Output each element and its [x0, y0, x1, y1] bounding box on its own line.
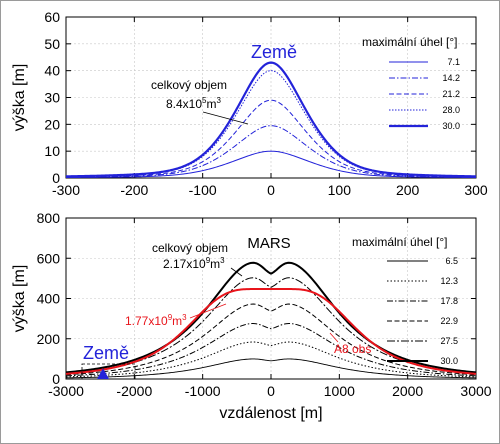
red-annotation-value: 1.77x109m3 [125, 313, 187, 328]
annotation-value: 8.4x105m3 [166, 96, 221, 111]
chart-title: MARS [247, 235, 290, 252]
y-tick-label: 0 [52, 371, 60, 387]
legend-title: maximální úhel [°] [352, 235, 448, 249]
legend-label: 14.2 [442, 73, 460, 83]
annotation-line1: celkový objem [151, 78, 227, 92]
chart-title: Země [251, 42, 297, 62]
legend-label: 12.3 [440, 276, 458, 286]
x-tick-label: 200 [396, 182, 420, 198]
series-lines [65, 61, 477, 179]
red-volume-annotation: 1.77x109m3 [125, 303, 227, 328]
x-tick-label: 300 [464, 182, 488, 198]
earth-inset-box [81, 363, 136, 380]
legend-title: maximální úhel [°] [362, 35, 458, 49]
x-axis-label: vzdálenost [m] [219, 405, 322, 422]
series-line-6-5 [65, 358, 477, 379]
series-line-30-0 [65, 261, 477, 374]
a8-obs-annotation: A8 obs [329, 332, 371, 356]
legend-label: 17.8 [440, 296, 458, 306]
x-tick-labels: -3000 -2000 -1000 0 1000 2000 3000 [48, 383, 492, 399]
earth-label: Země [83, 343, 129, 363]
grid [66, 17, 476, 178]
x-tick-label: -3000 [48, 383, 84, 399]
mars-profile-panel: -3000 -2000 -1000 0 1000 2000 3000 0 200 400 600 8… [11, 210, 492, 422]
x-tick-label: -300 [52, 182, 80, 198]
y-axis-label: výška [m] [11, 265, 28, 333]
x-tick-label: -200 [120, 182, 148, 198]
x-tick-label: 100 [328, 182, 352, 198]
x-tick-label: -1000 [185, 383, 221, 399]
red-annotation-leader [189, 303, 227, 319]
y-tick-label: 20 [44, 116, 60, 132]
tick-marks [65, 217, 477, 380]
y-tick-label: 50 [44, 36, 60, 52]
annotation-line1: celkový objem [152, 241, 228, 255]
legend-label: 6.5 [445, 256, 458, 266]
y-tick-label: 200 [37, 331, 61, 347]
y-tick-label: 0 [52, 170, 60, 186]
y-tick-label: 60 [44, 9, 60, 25]
y-tick-label: 30 [44, 90, 60, 106]
y-tick-labels: 0 10 20 30 40 50 60 [44, 9, 60, 186]
x-tick-labels: -300 -200 -100 0 100 200 300 [52, 182, 488, 198]
a8-leader [329, 332, 339, 343]
earth-scale-inset: Země [81, 343, 136, 380]
earth-mound-shape [97, 369, 109, 379]
x-tick-label: 0 [267, 383, 275, 399]
a8-obs-label: A8 obs [334, 342, 371, 356]
y-tick-label: 10 [44, 143, 60, 159]
series-lines [65, 261, 477, 379]
x-tick-label: 3000 [460, 383, 491, 399]
y-tick-label: 40 [44, 63, 60, 79]
x-tick-label: 0 [267, 182, 275, 198]
series-line-30-0 [65, 61, 477, 178]
legend-label: 22.9 [440, 316, 458, 326]
x-tick-label: -2000 [116, 383, 152, 399]
y-tick-label: 400 [37, 291, 61, 307]
legend-label: 28.0 [442, 105, 460, 115]
x-tick-label: -100 [189, 182, 217, 198]
volume-annotation: celkový objem 8.4x105m3 [151, 78, 249, 125]
y-axis-label: výška [m] [11, 64, 28, 132]
earth-profile-panel: -300 -200 -100 0 100 200 300 0 10 20 30 40 50 60 výš… [11, 9, 488, 198]
legend: maximální úhel [°] 7.1 14.2 21.2 28.0 30.0 [362, 35, 460, 131]
legend-label: 27.5 [440, 336, 458, 346]
grid [66, 218, 476, 379]
series-line-12-3 [65, 341, 477, 378]
x-tick-label: 1000 [324, 383, 355, 399]
series-line-7-1 [65, 150, 477, 179]
x-tick-label: 2000 [392, 383, 423, 399]
legend-label: 21.2 [442, 89, 460, 99]
volume-annotation: celkový objem 2.17x109m3 [152, 241, 243, 277]
annotation-value: 2.17x109m3 [163, 256, 225, 271]
y-tick-label: 600 [37, 250, 61, 266]
legend-label: 30.0 [440, 356, 458, 366]
y-tick-label: 800 [37, 210, 61, 226]
y-tick-labels: 0 200 400 600 800 [37, 210, 61, 387]
annotation-leader [230, 267, 243, 277]
legend-label: 30.0 [442, 121, 460, 131]
annotation-leader [202, 111, 249, 125]
series-line-22-9 [65, 303, 477, 376]
series-line-17-8 [65, 323, 477, 377]
legend: maximální úhel [°] 6.5 12.3 17.8 22.9 27.5 30… [352, 235, 458, 366]
legend-label: 7.1 [447, 57, 460, 67]
